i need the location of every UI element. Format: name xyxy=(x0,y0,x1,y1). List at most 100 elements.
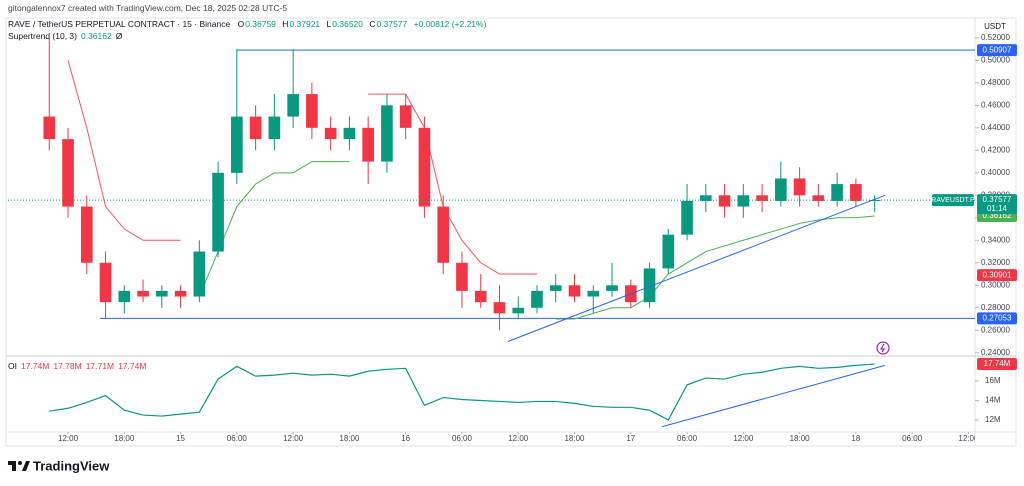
oi-line xyxy=(49,363,875,421)
candle-body xyxy=(80,206,93,263)
candle-body xyxy=(531,290,543,308)
candle-body xyxy=(62,139,74,207)
hline-label: 0.27053 xyxy=(983,314,1012,323)
change: +0.00812 (+2.21%) xyxy=(413,19,487,29)
y-tick-label: 0.48000 xyxy=(981,78,1010,87)
ohlc-key: O xyxy=(237,19,245,29)
ohlc-value: 0.37577 xyxy=(376,19,408,29)
alert-icon[interactable] xyxy=(876,341,890,355)
x-tick-label: 12:00 xyxy=(283,434,304,443)
brand-name: TradingView xyxy=(33,458,110,473)
candle-body xyxy=(343,127,356,140)
candle-body xyxy=(775,178,787,201)
y-tick-label: 16M xyxy=(985,376,1001,385)
x-tick-label: 12:00 xyxy=(508,434,529,443)
candle-body xyxy=(756,195,768,201)
candle-body xyxy=(249,116,262,140)
symbol-tag: RAVEUSDT.P xyxy=(931,197,975,204)
x-tick-label: 06:00 xyxy=(902,434,923,443)
countdown: 01:14 xyxy=(987,204,1008,213)
x-tick-label: 15 xyxy=(176,434,185,443)
candle-body xyxy=(643,268,656,303)
indicator-name: Supertrend (10, 3) xyxy=(8,31,77,41)
candle-body xyxy=(474,290,487,303)
time-axis: 12:00 18:00 15 06:00 12:00 18:00 16 06:00 12:00 1… xyxy=(58,432,979,443)
oi-current-label-box xyxy=(977,358,1017,371)
alert-icon-bolt xyxy=(879,343,886,353)
x-tick-label: 18:00 xyxy=(339,434,360,443)
hline-label: 0.50907 xyxy=(983,45,1012,54)
candle-body xyxy=(737,195,750,207)
trend-line xyxy=(507,194,886,342)
x-tick-label: 18 xyxy=(851,434,860,443)
ohlc-key: H xyxy=(282,19,289,29)
x-tick-label: 12:00 xyxy=(733,434,754,443)
y-tick-label: 0.42000 xyxy=(981,145,1010,154)
candle-body xyxy=(118,290,131,303)
x-tick-label: 18:00 xyxy=(114,434,135,443)
symbol-tag-box xyxy=(932,194,974,207)
candle-body xyxy=(793,178,806,196)
price-pane xyxy=(8,37,975,342)
candle-body xyxy=(512,307,525,314)
current-price-box xyxy=(977,194,1017,215)
axes: 0.24000 0.26000 0.28000 0.30000 0.32000 0.340… xyxy=(931,33,1017,424)
candle-body xyxy=(831,184,843,201)
y-tick-label: 0.32000 xyxy=(981,258,1010,267)
y-tick-label: 0.24000 xyxy=(981,348,1010,357)
y-tick-label: 0.46000 xyxy=(981,100,1010,109)
price-label: 0.36162 xyxy=(983,211,1012,220)
candle-body xyxy=(700,195,712,201)
ohlc-value: 0.36759 xyxy=(245,19,276,29)
oi-pane xyxy=(49,363,886,428)
chart-frame xyxy=(5,17,1017,447)
y-tick-label: 0.50000 xyxy=(981,55,1010,64)
candle-body xyxy=(399,105,412,128)
candle-body xyxy=(99,262,112,303)
y-tick-label: 12M xyxy=(985,415,1001,424)
ohlc-value: 0.37921 xyxy=(289,19,321,29)
x-tick-label: 18:00 xyxy=(790,434,811,443)
candle-body xyxy=(587,290,600,297)
x-tick-label: 06:00 xyxy=(677,434,698,443)
author-line: gitongalennox7 created with TradingView.… xyxy=(8,3,288,13)
y-tick-label: 14M xyxy=(985,396,1001,405)
trend-line xyxy=(661,364,886,428)
price-label: 0.30901 xyxy=(983,270,1012,279)
candle-body xyxy=(568,285,581,297)
y-tick-label: 0.26000 xyxy=(981,325,1010,334)
candle-body xyxy=(662,234,675,269)
oi-value: 17.74M xyxy=(118,361,147,371)
candle-body xyxy=(174,290,187,297)
candle-body xyxy=(306,94,318,128)
x-tick-label: 06:00 xyxy=(452,434,473,443)
hline-label-box xyxy=(977,44,1017,57)
candle-body xyxy=(418,127,431,207)
y-tick-label: 0.28000 xyxy=(981,303,1010,312)
candle-body xyxy=(456,262,468,291)
y-tick-label: 0.34000 xyxy=(981,235,1010,244)
ohlc-value: 0.36520 xyxy=(332,19,364,29)
candle-body xyxy=(324,127,337,140)
candle-body xyxy=(156,290,168,297)
indicator-line: Supertrend (10, 3) 0.36162 Ø xyxy=(8,31,122,41)
x-tick-label: 17 xyxy=(626,434,635,443)
oi-value: 17.71M xyxy=(85,361,115,371)
candle-body xyxy=(381,105,393,162)
candle-body xyxy=(437,206,450,263)
x-tick-label: 18:00 xyxy=(564,434,585,443)
candle-body xyxy=(868,200,881,202)
hline-label-box xyxy=(977,312,1017,325)
symbol: RAVE / TetherUS PERPETUAL CONTRACT · 15 … xyxy=(8,19,231,29)
indicator-value: 0.36162 xyxy=(80,31,112,41)
candle-body xyxy=(137,290,149,297)
x-tick-label: 06:00 xyxy=(227,434,248,443)
oi-value: 17.78M xyxy=(53,361,82,371)
indicator-icon[interactable]: Ø xyxy=(115,31,123,41)
candle-body xyxy=(193,251,206,297)
y-tick-label: 0.30000 xyxy=(981,280,1010,289)
x-tick-label: 12:00 xyxy=(958,434,979,443)
y-tick-label: 0.40000 xyxy=(981,168,1010,177)
price-label-box xyxy=(977,269,1017,282)
